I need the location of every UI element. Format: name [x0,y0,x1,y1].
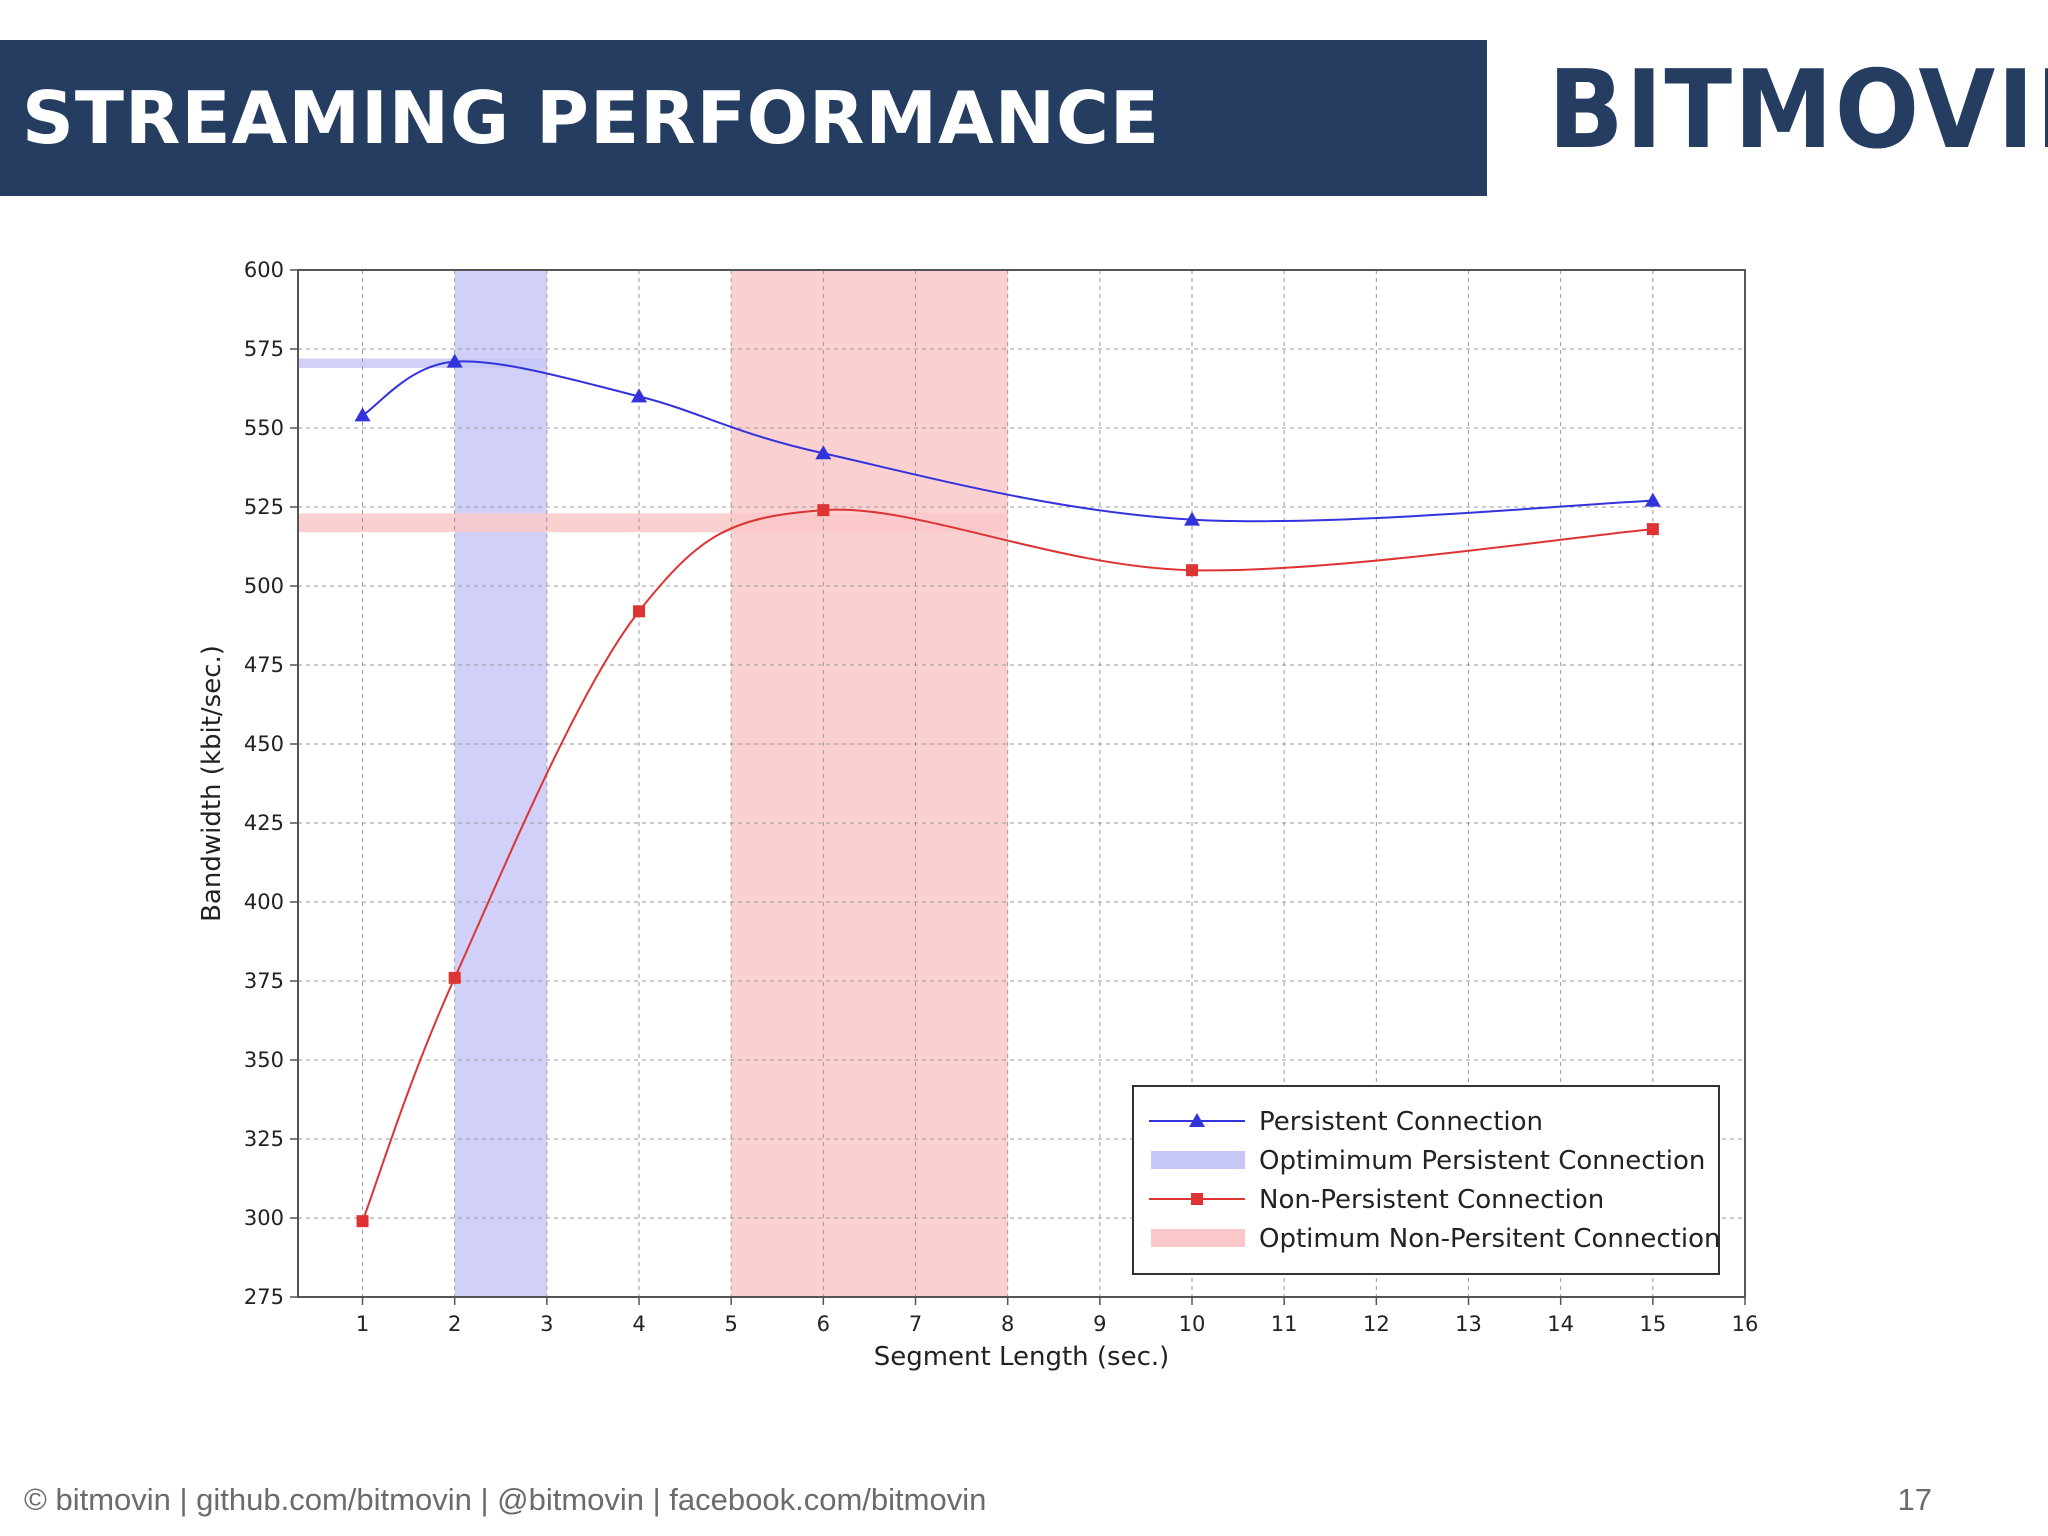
data-point-triangle [1184,511,1201,526]
legend-label: Optimimum Persistent Connection [1259,1146,1705,1176]
x-tick-label: 10 [1179,1312,1206,1336]
data-point-triangle [354,407,371,422]
optimum-region-horizontal [298,358,547,368]
x-tick-label: 1 [356,1312,369,1336]
y-tick-label: 325 [244,1127,284,1151]
y-tick-label: 500 [244,574,284,598]
x-tick-label: 7 [909,1312,922,1336]
x-axis-label: Segment Length (sec.) [874,1342,1170,1372]
x-tick-label: 3 [540,1312,553,1336]
y-tick-label: 600 [244,258,284,282]
x-tick-label: 5 [724,1312,737,1336]
footer-text: © bitmovin | github.com/bitmovin | @bitm… [24,1482,987,1517]
x-tick-label: 9 [1093,1312,1106,1336]
x-tick-label: 6 [817,1312,830,1336]
y-tick-label: 350 [244,1048,284,1072]
x-tick-label: 14 [1547,1312,1574,1336]
data-point-triangle [815,445,832,460]
x-tick-label: 16 [1732,1312,1759,1336]
legend-band-swatch [1151,1229,1245,1247]
y-tick-label: 525 [244,495,284,519]
y-tick-label: 275 [244,1285,284,1309]
y-tick-label: 575 [244,337,284,361]
legend-label: Persistent Connection [1259,1107,1543,1137]
x-tick-label: 12 [1363,1312,1390,1336]
y-tick-label: 300 [244,1206,284,1230]
data-point-triangle [446,353,463,368]
legend-marker-square [1191,1193,1203,1205]
legend-band-swatch [1151,1151,1245,1169]
series-line [361,508,1653,1222]
y-tick-label: 450 [244,732,284,756]
data-point-square [1186,564,1199,577]
y-tick-label: 475 [244,653,284,677]
x-tick-label: 8 [1001,1312,1014,1336]
y-tick-label: 375 [244,969,284,993]
data-point-square [356,1215,369,1228]
y-tick-label: 400 [244,890,284,914]
legend-marker-triangle [1189,1113,1205,1127]
data-point-square [1646,523,1659,536]
x-tick-label: 11 [1271,1312,1298,1336]
data-point-square [817,504,830,517]
page-title: STREAMING PERFORMANCE [22,76,1161,160]
x-tick-label: 2 [448,1312,461,1336]
x-tick-label: 13 [1455,1312,1482,1336]
legend-label: Optimum Non-Persitent Connection [1259,1224,1720,1254]
page-number: 17 [1897,1482,1932,1517]
optimum-region-vertical [731,270,1008,1297]
x-tick-label: 4 [632,1312,645,1336]
legend-label: Non-Persistent Connection [1259,1185,1604,1215]
plot-frame [297,269,1746,1298]
optimum-region-horizontal [298,513,1008,533]
data-point-square [448,971,461,984]
y-tick-label: 550 [244,416,284,440]
y-tick-label: 425 [244,811,284,835]
optimum-region-vertical [454,270,547,1297]
x-tick-label: 15 [1639,1312,1666,1336]
header-bar: STREAMING PERFORMANCE [0,40,1487,196]
data-point-square [633,605,646,618]
data-point-triangle [1644,492,1661,507]
data-point-triangle [631,388,648,403]
y-axis-label: Bandwidth (kbit/sec.) [197,645,227,922]
